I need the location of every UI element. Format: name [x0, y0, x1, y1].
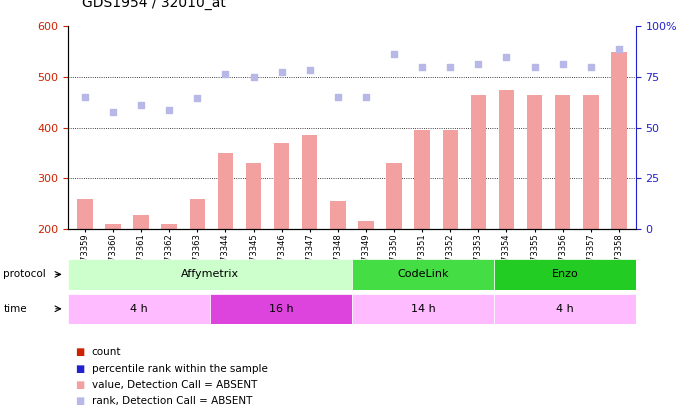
Bar	[555, 95, 571, 229]
Text: Enzo: Enzo	[551, 269, 578, 279]
Bar	[494, 294, 636, 324]
Text: rank, Detection Call = ABSENT: rank, Detection Call = ABSENT	[92, 396, 252, 405]
Bar	[414, 130, 430, 229]
Bar	[611, 51, 627, 229]
Bar	[498, 90, 514, 229]
Point	[529, 64, 540, 70]
Point	[360, 94, 371, 100]
Text: protocol: protocol	[3, 269, 46, 279]
Bar	[68, 294, 210, 324]
Bar	[245, 163, 261, 229]
Bar	[443, 130, 458, 229]
Bar	[274, 143, 290, 229]
Bar	[358, 221, 374, 229]
Bar	[68, 259, 352, 290]
Text: ■: ■	[75, 380, 84, 390]
Bar	[77, 199, 92, 229]
Text: value, Detection Call = ABSENT: value, Detection Call = ABSENT	[92, 380, 257, 390]
Text: count: count	[92, 347, 121, 357]
Point	[585, 64, 596, 70]
Bar	[105, 224, 121, 229]
Bar	[471, 95, 486, 229]
Bar	[494, 259, 636, 290]
Point	[473, 61, 484, 68]
Bar	[218, 153, 233, 229]
Bar	[352, 259, 494, 290]
Point	[164, 107, 175, 113]
Bar	[583, 95, 598, 229]
Text: GDS1954 / 32010_at: GDS1954 / 32010_at	[82, 0, 226, 10]
Bar	[527, 95, 543, 229]
Bar	[133, 215, 149, 229]
Point	[501, 53, 512, 60]
Point	[135, 102, 146, 108]
Text: ■: ■	[75, 364, 84, 373]
Bar	[330, 201, 345, 229]
Text: Affymetrix: Affymetrix	[181, 269, 239, 279]
Point	[276, 68, 287, 75]
Point	[389, 51, 400, 58]
Bar	[190, 199, 205, 229]
Text: time: time	[3, 304, 27, 314]
Text: percentile rank within the sample: percentile rank within the sample	[92, 364, 268, 373]
Text: ■: ■	[75, 396, 84, 405]
Point	[558, 61, 568, 68]
Text: 4 h: 4 h	[556, 304, 574, 314]
Bar	[386, 163, 402, 229]
Point	[220, 71, 231, 78]
Text: ■: ■	[75, 347, 84, 357]
Point	[80, 94, 90, 100]
Text: CodeLink: CodeLink	[397, 269, 449, 279]
Bar	[302, 135, 318, 229]
Point	[192, 95, 203, 101]
Text: 4 h: 4 h	[130, 304, 148, 314]
Bar	[161, 224, 177, 229]
Text: 14 h: 14 h	[411, 304, 435, 314]
Point	[333, 94, 343, 100]
Point	[445, 64, 456, 70]
Point	[248, 74, 259, 80]
Bar	[210, 294, 352, 324]
Point	[417, 64, 428, 70]
Point	[304, 67, 315, 74]
Point	[613, 46, 624, 52]
Point	[107, 109, 118, 116]
Text: 16 h: 16 h	[269, 304, 293, 314]
Bar	[352, 294, 494, 324]
